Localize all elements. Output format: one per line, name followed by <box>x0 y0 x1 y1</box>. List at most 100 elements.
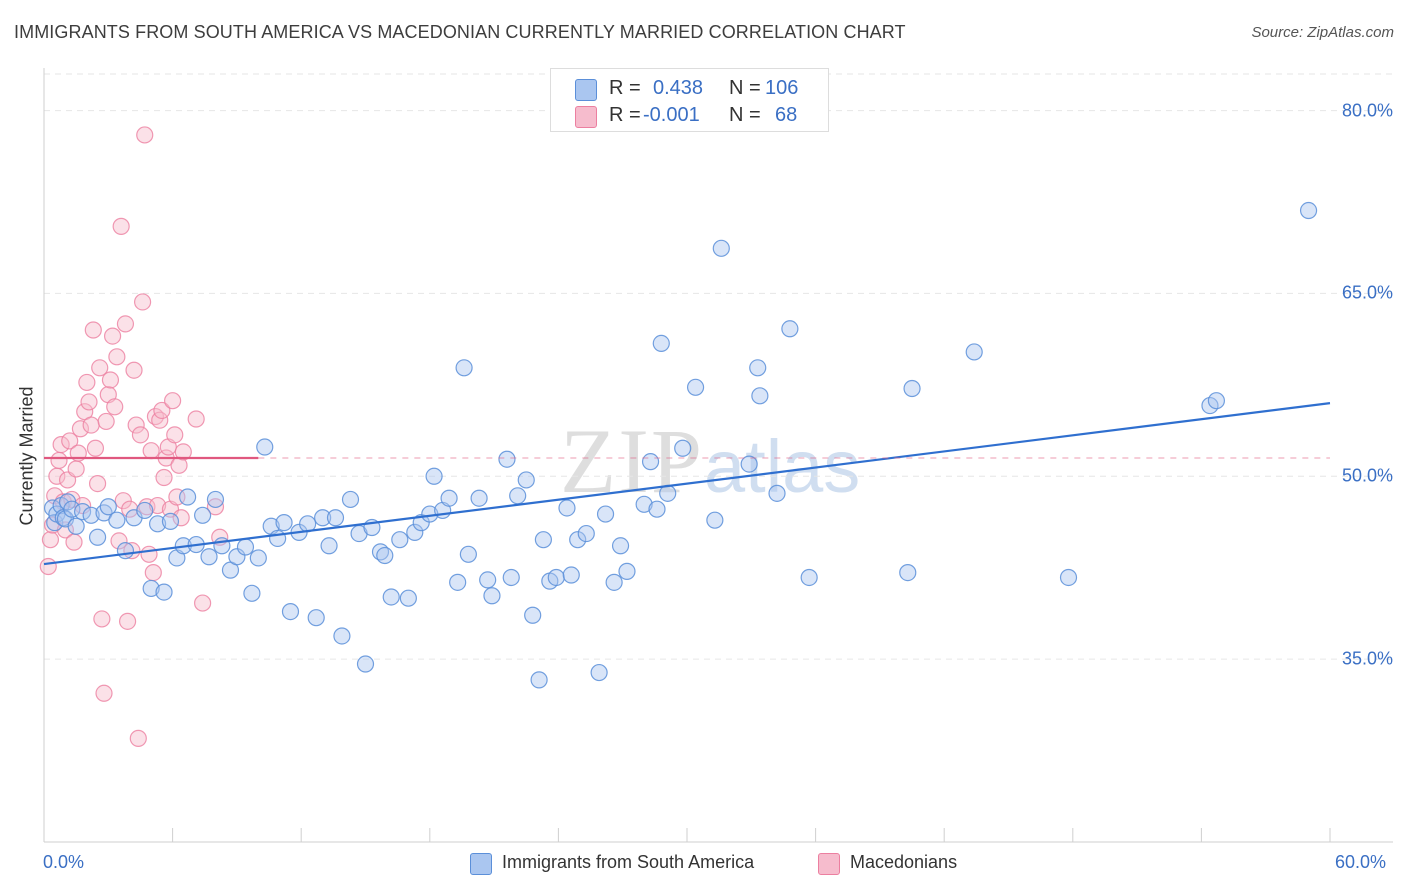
south-america-point <box>67 517 85 535</box>
south-america-point <box>249 549 267 567</box>
south-america-point <box>399 589 417 607</box>
south-america-point <box>479 571 497 589</box>
legend-label-south-america: Immigrants from South America <box>502 852 755 872</box>
south-america-point <box>459 545 477 563</box>
south-america-trend-line <box>43 402 1331 566</box>
macedonians-point <box>148 496 167 515</box>
south-america-point <box>376 546 394 565</box>
south-america-point <box>605 573 623 591</box>
correlation-legend: R = 0.438 N = 106 R = -0.001 N = 68 <box>550 68 829 132</box>
south-america-point <box>751 387 769 405</box>
south-america-point <box>618 562 636 580</box>
south-america-point <box>740 455 758 473</box>
macedonians-point <box>118 612 137 630</box>
macedonians-point <box>101 371 120 389</box>
south-america-point <box>200 548 218 566</box>
macedonians-point <box>67 460 85 478</box>
axes <box>43 68 1393 843</box>
x-tick-min: 0.0% <box>43 852 85 872</box>
south-america-point <box>899 563 917 582</box>
south-america-point <box>356 655 375 673</box>
macedonians-point <box>187 410 205 428</box>
south-america-point <box>641 453 660 471</box>
macedonians-point <box>144 563 162 582</box>
south-america-point <box>326 509 345 527</box>
macedonians-point <box>166 426 184 444</box>
south-america-point <box>136 501 154 520</box>
legend-r-value: -0.001 <box>643 104 700 126</box>
south-america-point <box>781 320 799 338</box>
south-america-point <box>611 537 630 555</box>
macedonians-point <box>97 412 115 431</box>
south-america-point <box>275 514 293 532</box>
macedonians-point <box>86 439 105 457</box>
macedonians-point <box>103 327 122 345</box>
legend-r-label: R = <box>609 77 641 99</box>
macedonians-point <box>61 432 79 450</box>
south-america-point <box>256 438 274 456</box>
south-america-point <box>712 239 730 257</box>
south-america-point <box>686 378 705 396</box>
macedonians-point <box>133 293 152 311</box>
south-america-point <box>530 671 548 689</box>
south-america-point <box>749 359 767 377</box>
south-america-point <box>194 506 212 524</box>
south-america-point <box>524 606 542 624</box>
south-america-point <box>903 379 921 398</box>
south-america-point <box>314 509 332 527</box>
macedonians-point <box>93 610 111 628</box>
south-america-point <box>161 512 180 530</box>
macedonians-point <box>65 533 83 551</box>
south-america-point <box>1299 201 1318 220</box>
south-america-point <box>228 548 246 566</box>
south-america-point <box>1207 392 1226 410</box>
south-america-point <box>440 489 458 507</box>
south-america-point <box>498 450 516 468</box>
south-america-point <box>562 566 580 584</box>
legend-n-value: 68 <box>775 104 798 126</box>
south-america-point <box>155 583 173 601</box>
south-america-point <box>965 343 983 361</box>
south-america-point <box>652 334 670 353</box>
south-america-point <box>470 489 488 507</box>
south-america-point <box>577 524 595 543</box>
macedonians-point <box>50 451 68 470</box>
south-america-point <box>596 505 615 523</box>
macedonians-point <box>174 443 192 461</box>
south-america-point <box>206 490 225 509</box>
legend-n-label: N = <box>729 104 761 126</box>
south-america-point <box>648 500 666 518</box>
legend-swatch-pink <box>818 853 840 875</box>
legend-swatch-pink <box>575 106 597 128</box>
south-america-point <box>88 528 107 546</box>
south-america-point <box>509 487 527 505</box>
south-america-point <box>483 587 501 605</box>
macedonians-point <box>95 684 113 702</box>
macedonians-point <box>78 373 96 392</box>
legend-swatch-blue <box>470 853 492 875</box>
south-america-point <box>534 531 552 549</box>
macedonians-point <box>108 348 126 366</box>
south-america-point <box>382 588 400 606</box>
y-tick-label: 35.0% <box>1341 648 1393 669</box>
macedonians-point <box>106 398 124 416</box>
macedonians-point <box>114 492 132 510</box>
macedonians-point <box>110 532 128 550</box>
south-america-point <box>425 467 443 485</box>
south-america-point <box>1059 568 1078 587</box>
macedonians-point <box>206 498 225 516</box>
south-america-point <box>82 506 100 524</box>
south-america-point <box>99 498 117 516</box>
south-america-point <box>108 511 126 529</box>
south-america-point <box>341 490 360 509</box>
macedonians-point <box>80 393 98 411</box>
south-america-point <box>502 568 520 587</box>
macedonians-point <box>136 126 154 144</box>
macedonians-point <box>84 321 102 339</box>
south-america-point <box>236 538 255 556</box>
macedonians-point <box>39 557 57 576</box>
south-america-point <box>179 488 197 506</box>
south-america-point <box>148 515 167 533</box>
legend-n-value: 106 <box>765 77 799 99</box>
south-america-point <box>547 568 565 587</box>
